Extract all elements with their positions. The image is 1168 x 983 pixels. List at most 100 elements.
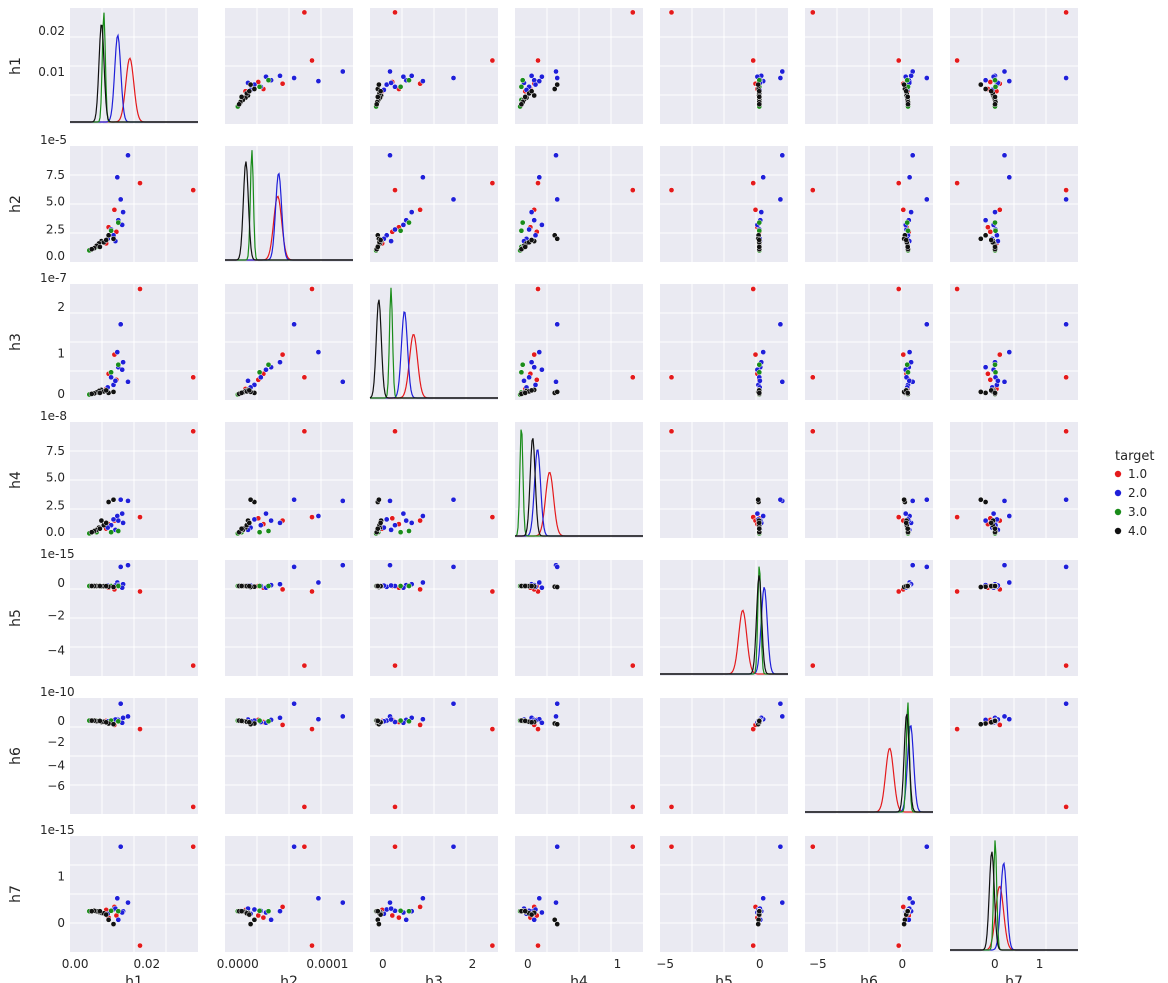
scatter-point bbox=[397, 83, 404, 90]
scatter-point bbox=[522, 908, 529, 915]
scatter-point bbox=[535, 180, 541, 186]
panel-h7-vs-h7 bbox=[950, 836, 1078, 952]
y-tick-label: 0 bbox=[57, 576, 65, 590]
scatter-point bbox=[528, 387, 535, 394]
scatter-point bbox=[992, 525, 998, 532]
scatter-point bbox=[265, 908, 272, 915]
scatter-point bbox=[1063, 196, 1069, 203]
row-offset-h2: 1e-5 bbox=[40, 133, 67, 147]
y-tick-label: 2.5 bbox=[46, 223, 65, 237]
scatter-point bbox=[137, 942, 143, 949]
panel-h1-vs-h4 bbox=[515, 8, 643, 124]
scatter-point bbox=[536, 349, 543, 355]
scatter-point bbox=[108, 529, 114, 536]
scatter-point bbox=[809, 374, 816, 381]
scatter-point bbox=[247, 496, 254, 503]
scatter-point bbox=[1063, 804, 1069, 810]
scatter-point bbox=[551, 86, 558, 92]
panel-h6-vs-h5 bbox=[660, 698, 788, 814]
panel-h6-vs-h3 bbox=[370, 698, 498, 814]
scatter-point bbox=[539, 73, 545, 80]
scatter-point bbox=[489, 514, 496, 520]
scatter-point bbox=[629, 662, 636, 669]
scatter-point bbox=[977, 496, 984, 503]
scatter-point bbox=[389, 912, 396, 919]
scatter-point bbox=[97, 390, 103, 396]
scatter-point bbox=[522, 718, 529, 724]
scatter-point bbox=[301, 804, 308, 810]
scatter-point bbox=[251, 86, 258, 92]
scatter-point bbox=[535, 942, 541, 949]
scatter-point bbox=[291, 321, 297, 328]
scatter-point bbox=[535, 57, 541, 64]
scatter-point bbox=[396, 914, 402, 921]
scatter-point bbox=[895, 57, 902, 64]
scatter-point bbox=[103, 520, 110, 526]
legend-title: target bbox=[1115, 449, 1155, 464]
scatter-point bbox=[904, 390, 911, 396]
scatter-point bbox=[522, 390, 529, 396]
scatter-point bbox=[108, 907, 114, 914]
scatter-point bbox=[526, 374, 532, 381]
panel-h5-vs-h6 bbox=[805, 560, 933, 676]
scatter-point bbox=[531, 351, 538, 358]
scatter-point bbox=[256, 583, 263, 589]
scatter-point bbox=[279, 904, 286, 910]
scatter-point bbox=[388, 80, 394, 86]
scatter-point bbox=[309, 726, 315, 732]
scatter-point bbox=[265, 361, 272, 368]
scatter-point bbox=[903, 520, 910, 526]
scatter-point bbox=[392, 843, 398, 850]
scatter-point bbox=[387, 68, 393, 75]
scatter-point bbox=[553, 899, 559, 906]
legend-marker-4.0 bbox=[1114, 527, 1122, 535]
y-tick-label: 0 bbox=[57, 387, 65, 401]
scatter-point bbox=[536, 174, 543, 181]
scatter-point bbox=[1063, 9, 1069, 16]
scatter-point bbox=[251, 516, 258, 523]
scatter-point bbox=[88, 717, 95, 724]
scatter-point bbox=[554, 843, 561, 850]
scatter-point bbox=[809, 9, 816, 16]
scatter-point bbox=[489, 180, 496, 186]
scatter-point bbox=[977, 235, 984, 242]
scatter-point bbox=[902, 510, 909, 517]
scatter-point bbox=[251, 906, 258, 913]
scatter-point bbox=[397, 227, 404, 234]
scatter-point bbox=[117, 564, 124, 570]
scatter-point bbox=[954, 286, 960, 292]
scatter-point bbox=[108, 227, 114, 234]
scatter-point bbox=[417, 722, 423, 728]
scatter-point bbox=[120, 359, 126, 366]
scatter-point bbox=[450, 196, 457, 203]
scatter-point bbox=[117, 496, 124, 503]
x-tick-label: 1 bbox=[1036, 957, 1044, 971]
scatter-point bbox=[1063, 662, 1069, 669]
y-tick-label: 0.0 bbox=[46, 525, 65, 539]
panel-h7-vs-h4 bbox=[515, 836, 643, 952]
scatter-point bbox=[756, 718, 763, 724]
y-tick-label: 0 bbox=[57, 916, 65, 930]
scatter-point bbox=[190, 843, 197, 850]
panel-h1-vs-h6 bbox=[805, 8, 933, 124]
scatter-point bbox=[668, 428, 675, 435]
scatter-point bbox=[108, 369, 114, 376]
scatter-point bbox=[904, 94, 911, 100]
row-label-h1: h1 bbox=[8, 57, 24, 75]
x-tick-label: 0 bbox=[379, 957, 387, 971]
scatter-point bbox=[277, 714, 283, 721]
scatter-point bbox=[120, 520, 126, 526]
panel-h1-vs-h3 bbox=[370, 8, 498, 124]
scatter-point bbox=[408, 209, 415, 215]
scatter-point bbox=[291, 496, 297, 503]
scatter-point bbox=[279, 80, 286, 87]
scatter-point bbox=[397, 583, 404, 589]
scatter-point bbox=[1006, 78, 1013, 84]
scatter-point bbox=[906, 349, 913, 355]
x-tick-label: 0.00 bbox=[62, 957, 89, 971]
scatter-point bbox=[755, 496, 762, 503]
scatter-point bbox=[277, 520, 283, 526]
scatter-point bbox=[397, 529, 404, 536]
kde-curve-4.0 bbox=[70, 24, 198, 123]
scatter-point bbox=[982, 364, 989, 371]
